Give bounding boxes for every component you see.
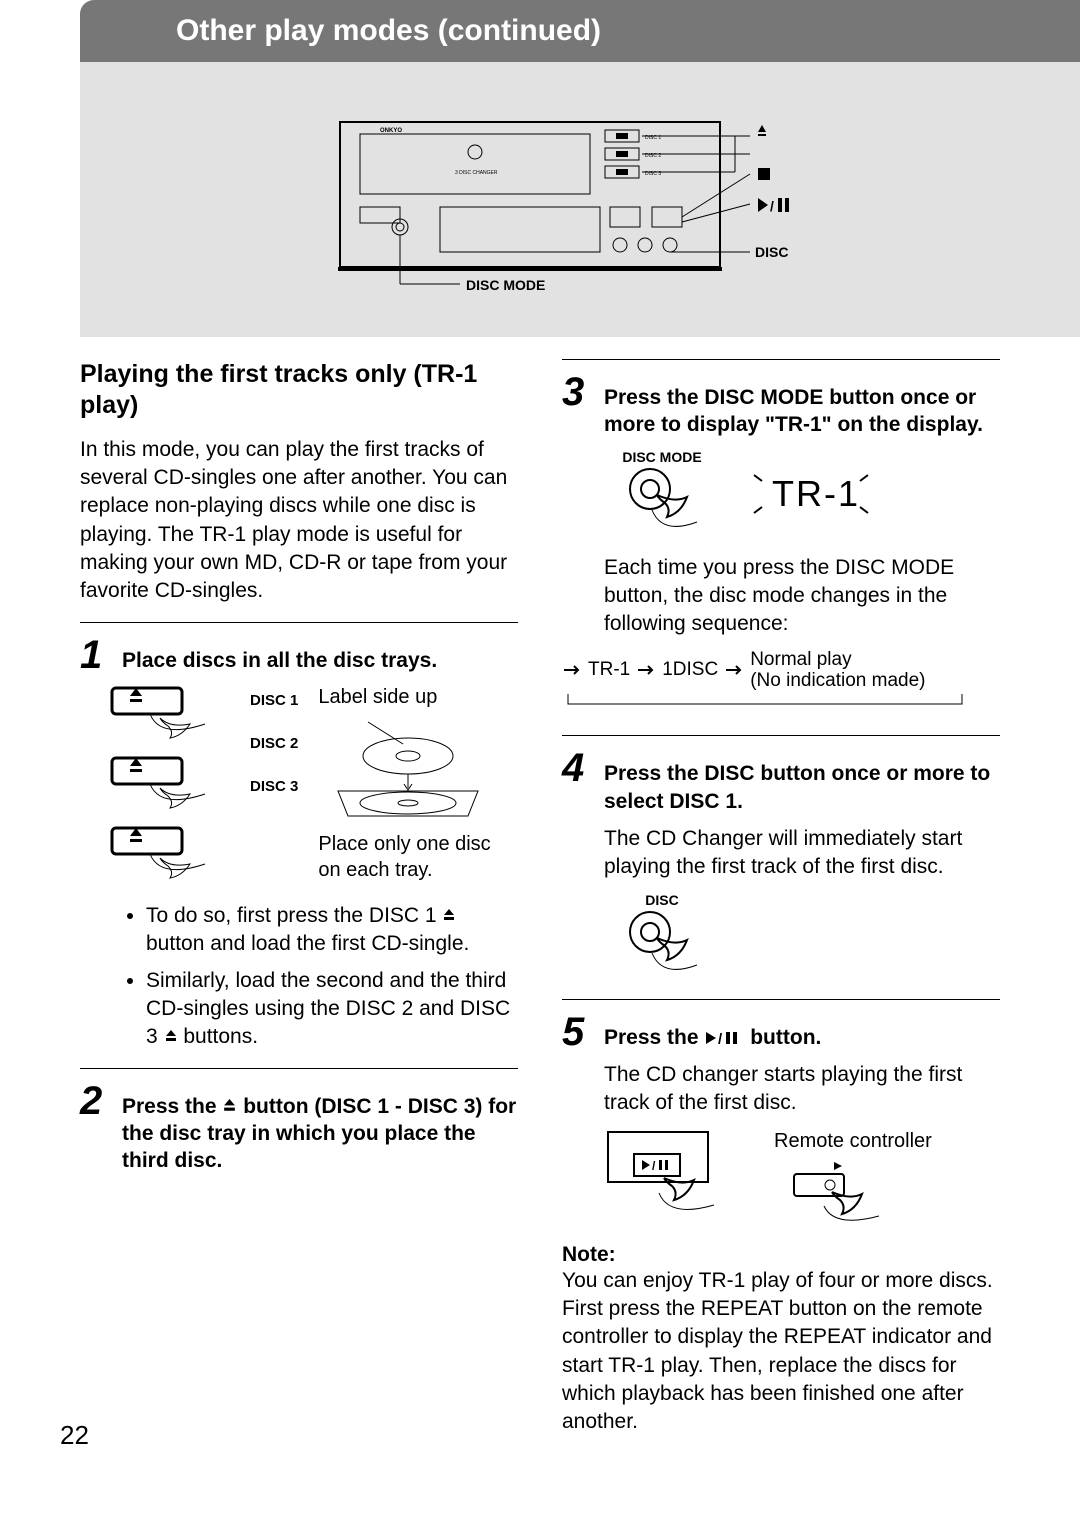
label-side-caption: Label side up [318, 684, 518, 710]
step-2-title: Press the button (DISC 1 - DISC 3) for t… [122, 1083, 518, 1175]
section-intro: In this mode, you can play the first tra… [80, 436, 518, 606]
disc3-label: DISC 3 [250, 778, 298, 795]
seq-no-ind: (No indication made) [750, 670, 925, 691]
svg-text:/: / [652, 1159, 656, 1173]
divider [80, 1068, 518, 1069]
svg-text:/: / [718, 1031, 723, 1046]
step-5-header: 5 Press the / button. [562, 1014, 1000, 1051]
step-1-bullets: To do so, first press the DISC 1 button … [80, 902, 518, 1052]
step-number: 3 [562, 374, 594, 410]
bullet-2: Similarly, load the second and the third… [146, 967, 518, 1052]
remote-caption: Remote controller [774, 1128, 932, 1154]
disc-callout-label: DISC [755, 244, 788, 260]
sequence-loop-line [562, 694, 982, 714]
press-button-icon [622, 465, 702, 535]
page-number: 22 [60, 1420, 89, 1451]
step-4-title: Press the DISC button once or more to se… [604, 750, 1000, 815]
divider [562, 359, 1000, 360]
eject-icon [164, 1030, 178, 1044]
press-remote-button-icon [774, 1158, 894, 1228]
seq-normal: Normal play [750, 649, 851, 670]
step-number: 1 [80, 637, 112, 673]
disc-mode-callout-label: DISC MODE [466, 277, 545, 293]
divider [562, 999, 1000, 1000]
seq-1disc: 1DISC [662, 659, 718, 681]
step-3-body: Each time you press the DISC MODE button… [562, 554, 1000, 639]
step-number: 2 [80, 1083, 112, 1119]
step-5-illustration: / Remote controller [562, 1128, 1000, 1233]
svg-text:ONKYO: ONKYO [380, 128, 402, 134]
play-pause-icon: / [704, 1030, 744, 1046]
step-5-body: The CD changer starts playing the first … [562, 1061, 1000, 1118]
mode-sequence: TR-1 1DISC Normal play (No indication ma… [562, 649, 1000, 693]
step-number: 4 [562, 750, 594, 786]
disc1-label: DISC 1 [250, 692, 298, 709]
step-3-header: 3 Press the DISC MODE button once or mor… [562, 374, 1000, 439]
step-4-header: 4 Press the DISC button once or more to … [562, 750, 1000, 815]
section-title: Playing the first tracks only (TR-1 play… [80, 359, 518, 422]
press-button-icon [622, 908, 702, 978]
header-title: Other play modes (continued) [176, 14, 601, 47]
blink-marks-icon [750, 465, 880, 525]
step-4-illustration: DISC [562, 892, 702, 983]
divider [562, 735, 1000, 736]
disc-tray-illustration [318, 716, 498, 826]
arrow-icon [562, 663, 582, 677]
svg-text:3 DISC CHANGER: 3 DISC CHANGER [455, 170, 498, 176]
svg-text:/: / [770, 198, 774, 214]
step-5-title: Press the / button. [604, 1014, 821, 1051]
note-title: Note: [562, 1243, 1000, 1267]
step-1-illustration: DISC 1 DISC 2 DISC 3 Label side up [80, 684, 518, 884]
divider [80, 622, 518, 623]
one-disc-caption: Place only one disc on each tray. [318, 831, 518, 883]
bullet-1: To do so, first press the DISC 1 button … [146, 902, 518, 959]
cd-changer-illustration: ONKYO 3 DISC CHANGER DISC 1 DISC 2 DISC … [330, 112, 830, 302]
device-illustration-area: ONKYO 3 DISC CHANGER DISC 1 DISC 2 DISC … [80, 62, 1080, 337]
disc2-label: DISC 2 [250, 735, 298, 752]
eject-icon [222, 1099, 237, 1114]
eject-icon [442, 909, 456, 923]
right-column: 3 Press the DISC MODE button once or mor… [562, 359, 1000, 1437]
seq-tr1: TR-1 [588, 659, 630, 681]
left-column: Playing the first tracks only (TR-1 play… [80, 359, 518, 1437]
arrow-icon [636, 663, 656, 677]
step-4-body: The CD Changer will immediately start pl… [562, 825, 1000, 882]
step-3-illustration: DISC MODE TR-1 [562, 449, 1000, 540]
arrow-icon [724, 663, 744, 677]
step-number: 5 [562, 1014, 594, 1050]
disc-mode-label: DISC MODE [622, 449, 702, 465]
step-2-header: 2 Press the button (DISC 1 - DISC 3) for… [80, 1083, 518, 1175]
disc-label: DISC [622, 892, 702, 908]
step-3-title: Press the DISC MODE button once or more … [604, 374, 1000, 439]
step-1-header: 1 Place discs in all the disc trays. [80, 637, 518, 674]
tray-buttons-illustration [110, 684, 230, 884]
press-panel-button-icon: / [604, 1128, 734, 1218]
note-body: You can enjoy TR-1 play of four or more … [562, 1267, 1000, 1437]
step-1-title: Place discs in all the disc trays. [122, 637, 437, 674]
page-header: Other play modes (continued) [80, 0, 1080, 62]
